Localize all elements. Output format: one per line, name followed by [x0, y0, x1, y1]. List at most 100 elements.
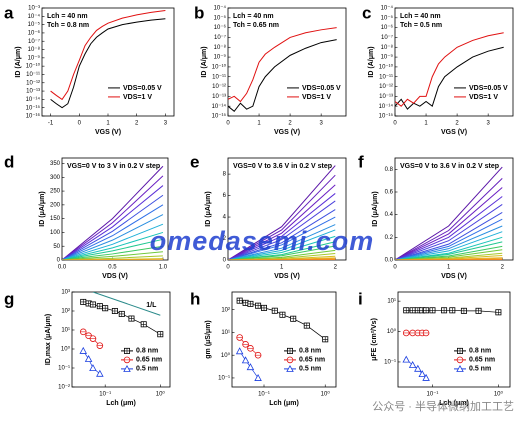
x-tick-label: 3	[164, 121, 168, 127]
y-axis-label: ID (μA/μm)	[205, 191, 212, 226]
series-line	[395, 46, 504, 110]
y-tick-label: 50	[53, 244, 60, 250]
legend-label: 0.5 nm	[469, 366, 491, 373]
marker	[254, 351, 262, 359]
y-tick-label: 10⁻¹⁴	[379, 103, 394, 110]
x-tick-label: 2	[501, 265, 505, 271]
x-tick-label: 2	[288, 121, 292, 127]
x-tick-label: 0	[226, 265, 230, 271]
y-tick-label: 10⁻¹²	[212, 84, 226, 90]
x-tick-label: 2	[455, 121, 459, 127]
y-axis-label: ID (μA/μm)	[39, 191, 46, 226]
marker-shape	[123, 364, 131, 372]
marker	[246, 363, 255, 371]
series-line	[228, 216, 336, 260]
marker	[242, 341, 249, 348]
x-tick-label: 1	[280, 265, 284, 271]
x-tick-label: 10⁰	[321, 391, 331, 398]
y-tick-label: 10⁻¹⁶	[26, 113, 41, 120]
annotation: Tch = 0.65 nm	[233, 22, 279, 29]
y-tick-label: 10⁻¹²	[26, 80, 40, 86]
plot-area	[50, 10, 166, 109]
x-tick-label: 0	[393, 121, 397, 127]
x-tick-label: 0.0	[58, 265, 67, 271]
x-tick-label: 2	[334, 265, 338, 271]
marker	[89, 364, 97, 371]
marker	[80, 298, 87, 305]
y-tick-label: 10⁰	[387, 328, 397, 335]
y-tick-label: 10⁻¹¹	[212, 74, 226, 80]
legend-label: 0.8 nm	[299, 348, 321, 355]
annotation: Lch = 40 nm	[400, 13, 441, 20]
marker-shape	[402, 355, 411, 363]
series-line	[395, 196, 503, 260]
y-tick-label: 0	[223, 258, 227, 264]
y-tick-label: 6	[223, 193, 227, 199]
series-line	[395, 32, 504, 107]
x-axis-label: VDS (V)	[102, 273, 128, 280]
marker	[322, 336, 329, 343]
y-tick-label: 10¹	[61, 328, 70, 334]
marker-shape	[254, 374, 262, 381]
marker	[235, 347, 244, 355]
y-tick-label: 10¹	[221, 330, 230, 336]
marker	[456, 347, 463, 354]
y-axis-label: ID (A/μm)	[201, 46, 208, 77]
x-tick-label: 10⁻¹	[427, 392, 439, 398]
series-line	[228, 39, 337, 113]
series-line	[62, 214, 164, 260]
y-tick-label: 10⁻¹⁰	[212, 63, 227, 70]
marker-cross	[255, 303, 261, 309]
y-tick-label: 10⁻¹	[58, 366, 70, 372]
marker-cross	[242, 300, 249, 306]
y-tick-label: 10⁻¹	[384, 360, 396, 366]
x-tick-label: 1	[257, 121, 261, 127]
watermark-account: 公众号 · 半导体微纳加工工艺	[372, 399, 514, 413]
annotation: VGS=0 V to 3 V in 0.2 V step	[67, 163, 160, 170]
marker	[449, 307, 456, 314]
x-tick-label: 3	[319, 121, 323, 127]
y-tick-label: 10⁻⁷	[381, 34, 393, 41]
marker	[261, 304, 268, 311]
marker	[460, 307, 467, 314]
marker	[236, 334, 243, 341]
y-tick-label: 10⁻¹⁰	[26, 63, 41, 70]
y-axis-label: gm (μS/μm)	[205, 320, 212, 359]
plot-frame	[231, 291, 337, 388]
annotation: Lch = 40 nm	[233, 13, 274, 20]
x-axis-label: Lch (μm)	[439, 400, 469, 407]
legend-label: VDS=1 V	[123, 94, 152, 101]
marker	[157, 331, 164, 338]
series-line	[228, 224, 336, 260]
y-tick-label: 200	[50, 202, 61, 208]
y-tick-label: 0	[57, 258, 61, 264]
series-line	[50, 18, 166, 109]
marker-cross	[128, 315, 135, 322]
marker	[241, 356, 250, 364]
marker-cross	[272, 308, 278, 314]
marker-cross	[80, 299, 86, 305]
marker-shape	[235, 347, 244, 355]
y-tick-label: 10⁻⁷	[214, 34, 226, 41]
marker-cross	[119, 311, 125, 317]
panel-letter: i	[358, 289, 363, 308]
x-axis-label: VDS (V)	[441, 273, 467, 280]
y-tick-label: 10⁻¹⁴	[212, 103, 227, 110]
y-tick-label: 10⁰	[61, 346, 71, 353]
marker-cross	[247, 301, 254, 307]
series-line	[50, 10, 166, 101]
marker-shape	[422, 373, 430, 381]
marker	[84, 354, 93, 362]
y-tick-label: 10⁻⁴	[28, 13, 41, 20]
marker-cross	[423, 307, 429, 313]
series-line	[228, 27, 337, 103]
legend-label: VDS=0.05 V	[123, 85, 162, 92]
marker-cross	[97, 303, 103, 309]
y-tick-label: 10⁻⁵	[381, 14, 394, 21]
x-tick-label: -1	[48, 121, 54, 127]
series-line	[62, 165, 164, 260]
panel-letter: e	[190, 152, 199, 171]
marker	[414, 364, 422, 372]
plot-area	[395, 166, 503, 260]
